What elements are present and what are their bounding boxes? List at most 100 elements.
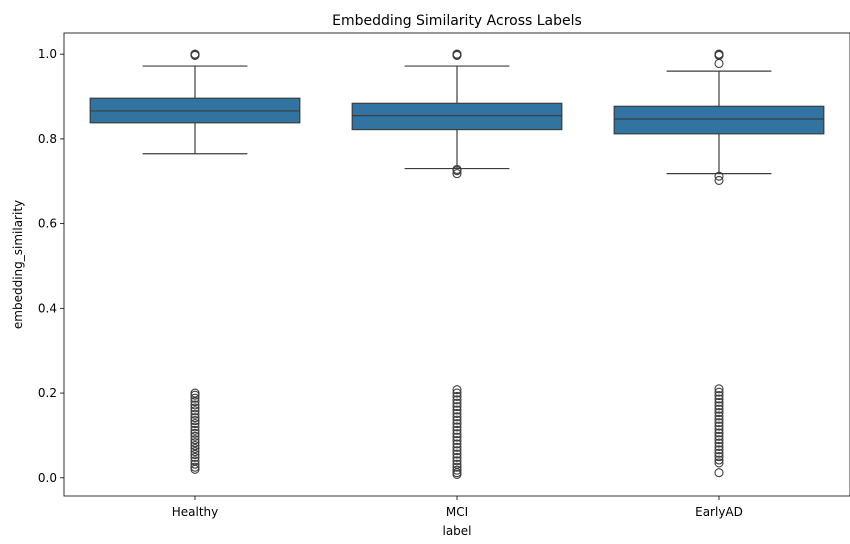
outlier-point	[714, 458, 724, 468]
outlier-point	[190, 422, 200, 432]
outlier-point	[714, 49, 724, 59]
outlier-point	[190, 444, 200, 454]
outlier-point	[452, 385, 462, 395]
outlier-point	[452, 456, 462, 466]
outlier-point	[452, 425, 462, 435]
outlier-point	[452, 391, 462, 402]
outlier-point	[714, 404, 724, 414]
box-iqr	[613, 105, 825, 135]
chart-title: Embedding Similarity Across Labels	[332, 13, 582, 29]
outlier-point	[714, 384, 724, 394]
outlier-point	[452, 449, 462, 459]
outlier-point	[452, 442, 462, 452]
y-tick-label: 0.8	[38, 132, 57, 146]
outlier-point	[452, 408, 462, 418]
outlier-point	[190, 438, 200, 448]
outlier-point	[452, 452, 462, 463]
outlier-point	[190, 435, 200, 445]
outlier-point	[452, 402, 462, 412]
outlier-point	[452, 169, 462, 179]
outlier-point	[190, 396, 200, 407]
outlier-point	[452, 435, 462, 446]
outlier-point	[452, 166, 462, 176]
outlier-point	[714, 175, 724, 185]
outlier-point	[714, 445, 724, 455]
y-tick-label: 0.0	[38, 471, 57, 485]
outlier-point	[190, 400, 200, 410]
outlier-point	[452, 462, 462, 472]
y-tick-label: 0.2	[38, 386, 57, 400]
outlier-point	[714, 438, 724, 448]
y-axis-label: embedding_similarity	[11, 200, 25, 329]
x-axis: Healthy MCI EarlyAD	[172, 496, 743, 519]
outlier-point	[190, 446, 200, 457]
outlier-point	[190, 431, 200, 441]
outlier-point	[452, 395, 462, 405]
outlier-point	[714, 435, 724, 445]
outlier-point	[190, 441, 200, 451]
plot-area	[89, 49, 825, 479]
outlier-point	[452, 469, 462, 479]
outlier-point	[714, 401, 724, 411]
box-group-healthy	[89, 49, 301, 474]
x-axis-label: label	[442, 524, 471, 538]
y-tick-label: 0.6	[38, 217, 57, 231]
outlier-point	[190, 452, 200, 463]
outlier-point	[190, 464, 200, 474]
outlier-point	[452, 388, 462, 398]
outlier-point	[190, 428, 200, 438]
outlier-point	[452, 415, 462, 425]
outlier-point	[714, 431, 724, 441]
y-tick-label: 0.4	[38, 301, 57, 315]
outlier-point	[190, 406, 200, 416]
outlier-point	[452, 49, 462, 59]
outlier-point	[190, 403, 200, 413]
outlier-point	[714, 448, 724, 458]
outlier-point	[714, 424, 724, 435]
outlier-point	[452, 439, 462, 449]
outlier-point	[714, 407, 724, 418]
outlier-point	[190, 413, 200, 423]
outlier-point	[452, 446, 462, 456]
outlier-point	[452, 412, 462, 422]
outlier-point	[714, 414, 724, 424]
outlier-point	[714, 428, 724, 438]
outlier-point	[714, 171, 724, 181]
outlier-point	[190, 459, 200, 469]
outlier-point	[714, 411, 724, 421]
outlier-point	[190, 49, 200, 59]
outlier-point	[714, 58, 724, 69]
outlier-point	[190, 419, 200, 429]
outlier-point	[190, 416, 200, 426]
outlier-point	[452, 429, 462, 439]
outlier-point	[714, 397, 724, 407]
box-group-mci	[351, 49, 563, 479]
outlier-point	[190, 425, 200, 435]
x-tick-label: MCI	[446, 505, 468, 519]
outlier-point	[714, 391, 724, 401]
x-tick-label: EarlyAD	[695, 505, 743, 519]
outlier-point	[714, 387, 724, 397]
box-iqr	[351, 102, 563, 131]
outlier-point	[714, 452, 724, 462]
box-group-earlyad	[613, 49, 825, 478]
outlier-point	[452, 405, 462, 415]
outlier-point	[452, 432, 462, 442]
outlier-point	[190, 449, 200, 460]
outlier-point	[190, 409, 200, 419]
x-tick-label: Healthy	[172, 505, 219, 519]
outlier-point	[714, 455, 724, 465]
outlier-point	[452, 398, 462, 408]
y-axis: 0.0 0.2 0.4 0.6 0.8 1.0	[38, 47, 64, 485]
outlier-point	[452, 465, 462, 475]
outlier-point	[714, 394, 724, 404]
outlier-point	[190, 390, 200, 400]
outlier-point	[714, 468, 724, 478]
outlier-point	[714, 441, 724, 451]
outlier-point	[714, 418, 724, 428]
outlier-point	[190, 393, 200, 403]
y-tick-label: 1.0	[38, 47, 57, 61]
outlier-point	[452, 422, 462, 432]
outlier-point	[714, 421, 724, 431]
